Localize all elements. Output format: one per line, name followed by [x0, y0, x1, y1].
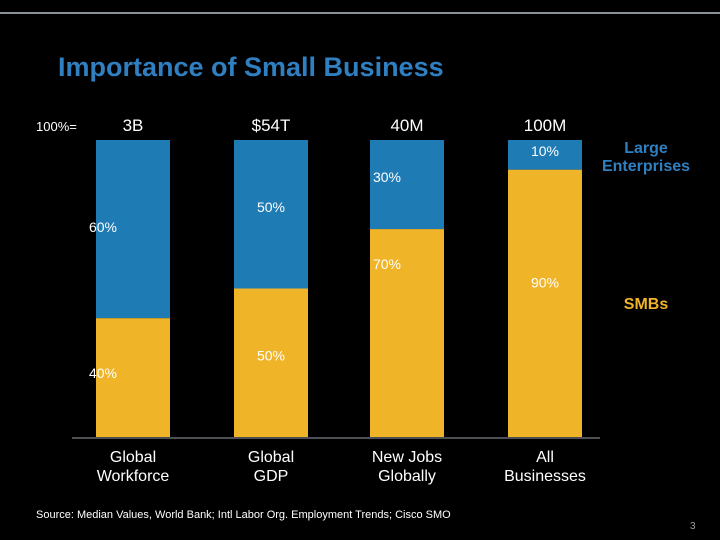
large-enterprises-value-label-1: 60% [89, 219, 117, 235]
bar-smbs-4 [508, 169, 582, 437]
legend-smbs: SMBs [624, 296, 669, 313]
large-enterprises-value-label-3: 30% [373, 169, 401, 185]
total-prefix-label: 100%= [36, 119, 77, 134]
bar-total-label-1: 3B [123, 116, 144, 135]
category-label-4: All Businesses [504, 449, 586, 485]
category-label-1: Global Workforce [97, 449, 170, 485]
bar-total-label-2: $54T [252, 116, 291, 135]
bar-large-enterprises-4 [508, 140, 582, 170]
top-divider [0, 12, 720, 14]
bar-smbs-3 [370, 229, 444, 437]
smbs-value-label-3: 70% [373, 256, 401, 272]
bar-smbs-2 [234, 288, 308, 437]
slide-title: Importance of Small Business [58, 52, 444, 82]
bar-total-label-3: 40M [390, 116, 423, 135]
bar-smbs-1 [96, 318, 170, 437]
legend-large-enterprises: Large Enterprises [602, 140, 690, 175]
bar-large-enterprises-3 [370, 140, 444, 230]
bar-large-enterprises-2 [234, 140, 308, 289]
smbs-value-label-2: 50% [257, 348, 285, 364]
bar-large-enterprises-1 [96, 140, 170, 319]
source-footnote: Source: Median Values, World Bank; Intl … [36, 509, 451, 521]
page-number: 3 [690, 521, 696, 532]
bar-total-label-4: 100M [524, 116, 567, 135]
large-enterprises-value-label-2: 50% [257, 199, 285, 215]
large-enterprises-value-label-4: 10% [531, 143, 559, 159]
smbs-value-label-4: 90% [531, 275, 559, 291]
category-label-2: Global GDP [248, 449, 294, 485]
category-label-3: New Jobs Globally [372, 449, 442, 485]
smbs-value-label-1: 40% [89, 365, 117, 381]
